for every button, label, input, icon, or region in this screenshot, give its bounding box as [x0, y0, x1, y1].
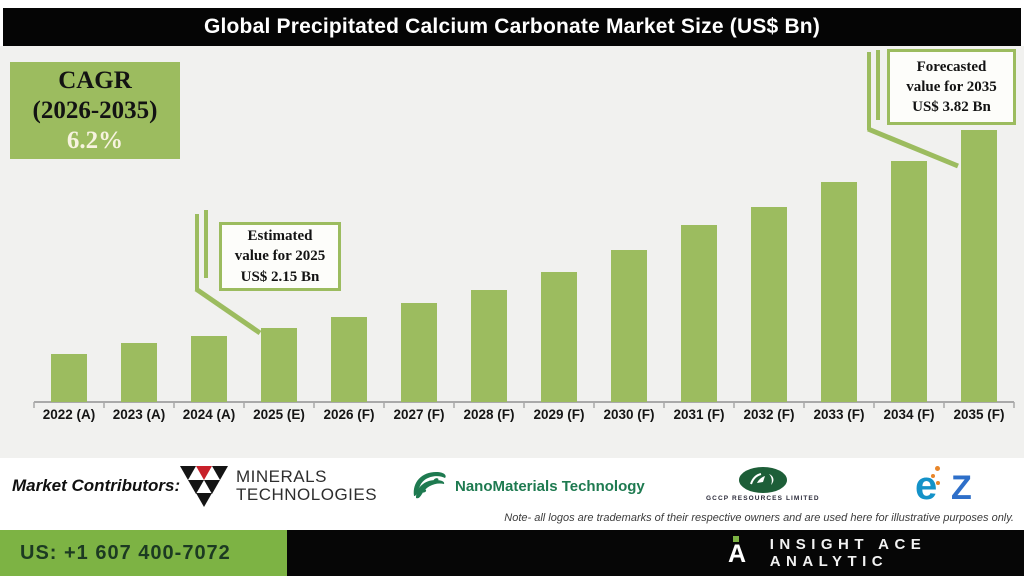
- forecast-line2: value for 2035: [906, 78, 997, 95]
- bar-2023: [121, 343, 157, 402]
- bar-slot-2022: [34, 46, 104, 402]
- forecast-line1: Forecasted: [916, 58, 987, 75]
- estimated-callout-leader: [194, 210, 262, 336]
- estimated-line3: US$ 2.15 Bn: [240, 268, 320, 285]
- bar-slot-2034: [874, 46, 944, 402]
- nanomaterials-leaf-icon: [413, 472, 446, 499]
- x-label-2023: 2023 (A): [112, 407, 166, 422]
- bar-2028: [471, 290, 507, 402]
- gccp-resources-logo: GCCP RESOURCES LIMITED: [706, 466, 820, 502]
- ez-letter-z: Z: [951, 469, 972, 507]
- estimated-value-callout: Estimated value for 2025 US$ 2.15 Bn: [219, 222, 341, 291]
- bar-2024: [191, 336, 227, 402]
- x-label-2027: 2027 (F): [393, 407, 445, 422]
- bar-2025: [261, 328, 297, 402]
- bar-slot-2032: [734, 46, 804, 402]
- title-bar: Global Precipitated Calcium Carbonate Ma…: [3, 8, 1021, 46]
- contributors-label: Market Contributors:: [12, 476, 181, 495]
- bar-2033: [821, 182, 857, 402]
- footer-phone-block: US: +1 607 400-7072: [0, 530, 287, 576]
- bar-slot-2023: [104, 46, 174, 402]
- x-label-2033: 2033 (F): [813, 407, 865, 422]
- bar-slot-2026: [314, 46, 384, 402]
- forecast-callout-leader: [867, 50, 959, 169]
- x-label-2030: 2030 (F): [603, 407, 655, 422]
- cagr-value: 6.2%: [66, 126, 124, 154]
- ez-dot-icon: [931, 474, 935, 478]
- contributors-band: Market Contributors: MINERALS TECHNOLOGI…: [0, 458, 1024, 512]
- x-label-2029: 2029 (F): [533, 407, 585, 422]
- page-title: Global Precipitated Calcium Carbonate Ma…: [203, 15, 821, 38]
- cagr-box: CAGR (2026-2035) 6.2%: [10, 62, 180, 159]
- x-label-2031: 2031 (F): [673, 407, 725, 422]
- bar-slot-2029: [524, 46, 594, 402]
- gccp-wordmark: GCCP RESOURCES LIMITED: [706, 495, 820, 502]
- footer-bar: US: +1 607 400-7072 A INSIGHT ACE ANALYT…: [0, 530, 1024, 576]
- estimated-line2: value for 2025: [234, 248, 326, 265]
- x-axis-ticks: [33, 402, 1015, 408]
- phone-number: US: +1 607 400-7072: [20, 541, 231, 564]
- x-label-2024: 2024 (A): [182, 407, 236, 422]
- estimated-line1: Estimated: [247, 228, 313, 245]
- mti-line1: MINERALS: [236, 467, 327, 487]
- minerals-technologies-logo: MINERALS TECHNOLOGIES: [180, 466, 377, 507]
- bar-slot-2024: [174, 46, 244, 402]
- bar-chart: [34, 46, 1014, 402]
- x-label-2025: 2025 (E): [253, 407, 305, 422]
- ez-dot-icon: [936, 481, 940, 485]
- bar-slot-2027: [384, 46, 454, 402]
- mti-line2: TECHNOLOGIES: [236, 485, 378, 504]
- bar-slot-2035: [944, 46, 1014, 402]
- cagr-period: (2026-2035): [32, 96, 158, 124]
- bar-slot-2031: [664, 46, 734, 402]
- forecast-value-callout: Forecasted value for 2035 US$ 3.82 Bn: [887, 49, 1016, 125]
- bar-slot-2030: [594, 46, 664, 402]
- bar-2035: [961, 130, 997, 402]
- bar-slot-2028: [454, 46, 524, 402]
- chart-axis-and-leader-lines: [33, 50, 1015, 408]
- bar-2031: [681, 225, 717, 402]
- ez-dot-icon: [935, 466, 940, 471]
- x-label-2034: 2034 (F): [883, 407, 935, 422]
- minerals-technologies-wordmark: MINERALS TECHNOLOGIES: [236, 468, 377, 504]
- x-label-2028: 2028 (F): [463, 407, 515, 422]
- bar-2032: [751, 207, 787, 402]
- forecast-line3: US$ 3.82 Bn: [912, 99, 991, 116]
- trademark-note: Note- all logos are trademarks of their …: [0, 512, 1014, 530]
- bar-slot-2033: [804, 46, 874, 402]
- bar-2026: [331, 317, 367, 402]
- bar-2034: [891, 161, 927, 402]
- bar-2022: [51, 354, 87, 402]
- cagr-title: CAGR: [58, 66, 132, 94]
- brand-name: INSIGHT ACE ANALYTIC: [769, 536, 927, 570]
- brand-block: A INSIGHT ACE ANALYTIC: [728, 530, 1024, 576]
- minerals-technologies-triangles-icon: [180, 466, 228, 507]
- chart-region: 2022 (A) 2023 (A) 2024 (A) 2025 (E) 2026 (F)…: [0, 46, 1024, 458]
- x-label-2022: 2022 (A): [42, 407, 96, 422]
- bar-slot-2025: [244, 46, 314, 402]
- nanomaterials-technology-logo: NanoMaterials Technology: [412, 470, 645, 502]
- x-label-2026: 2026 (F): [323, 407, 375, 422]
- ez-logo: e Z: [915, 466, 1005, 506]
- nanomaterials-wordmark: NanoMaterials Technology: [455, 477, 645, 495]
- x-label-2032: 2032 (F): [743, 407, 795, 422]
- insight-ace-analytic-icon: A: [728, 536, 748, 570]
- bar-2027: [401, 303, 437, 402]
- gccp-ellipse-icon: [738, 467, 787, 493]
- bar-2029: [541, 272, 577, 402]
- x-axis-labels: 2022 (A) 2023 (A) 2024 (A) 2025 (E) 2026 (F)…: [34, 407, 1014, 422]
- bar-2030: [611, 250, 647, 402]
- x-label-2035: 2035 (F): [953, 407, 1005, 422]
